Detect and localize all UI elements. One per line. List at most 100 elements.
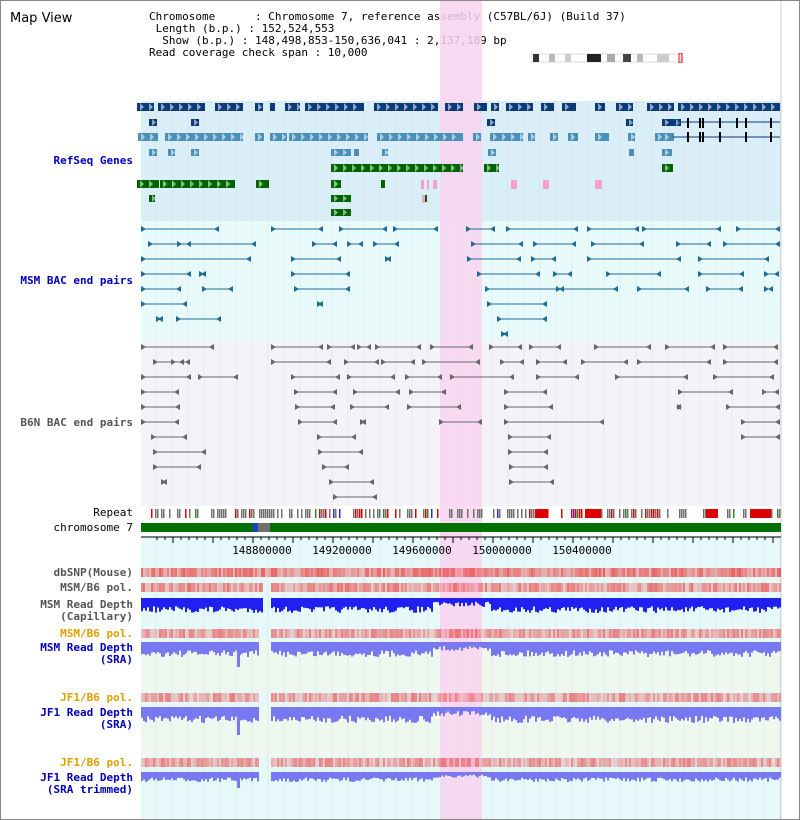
jf1-sra-depth-bar (397, 707, 399, 721)
jf1-sra-depth-bar (207, 707, 209, 718)
jf1-b6-pol-trim-heat (369, 758, 371, 767)
jf1-trim-depth-bar (353, 772, 355, 782)
jf1-trim-depth-bar (431, 772, 433, 781)
jf1-b6-pol-heat (415, 693, 417, 702)
jf1-b6-pol-heat (207, 693, 209, 702)
msm-capillary-depth-bar (509, 598, 511, 613)
jf1-b6-pol-heat (431, 693, 433, 702)
repeat-element (547, 509, 549, 518)
jf1-b6-pol-heat (257, 693, 259, 702)
jf1-b6-pol-heat (511, 693, 513, 702)
msm-sra-depth-bar (661, 642, 663, 652)
b6n-bac-pair-end (441, 389, 446, 395)
msm-b6-pol-sra-heat (585, 629, 587, 638)
msm-b6-pol-heat (715, 583, 717, 592)
jf1-sra-depth-bar (401, 707, 403, 720)
jf1-trim-depth-bar (489, 772, 491, 778)
msm-b6-pol-sra-heat (675, 629, 677, 638)
jf1-trim-depth-bar (641, 772, 643, 778)
repeat-element (315, 509, 317, 518)
jf1-b6-pol-trim-heat (313, 758, 315, 767)
repeat-element (265, 509, 267, 518)
dbsnp-heat (295, 568, 297, 577)
msm-b6-pol-sra-heat (719, 629, 721, 638)
msm-b6-pol-sra-heat (747, 629, 749, 638)
b6n-bac-pair-end (375, 344, 380, 350)
msm-sra-depth-bar (173, 642, 175, 653)
jf1-sra-depth-bar (535, 707, 537, 722)
msm-sra-depth-bar (349, 642, 351, 655)
jf1-trim-depth-bar (417, 772, 419, 782)
jf1-b6-pol-heat (235, 693, 237, 702)
msm-b6-pol-sra-heat (507, 629, 509, 638)
jf1-sra-depth-bar (227, 707, 229, 721)
msm-bac-pair-end (294, 286, 299, 292)
msm-sra-depth-bar (717, 642, 719, 655)
msm-b6-pol-sra-heat (483, 629, 485, 638)
jf1-b6-pol-trim-heat (613, 758, 615, 767)
jf1-sra-depth-bar (461, 707, 463, 715)
msm-b6-pol-sra-heat (673, 629, 675, 638)
strand-arrow (317, 103, 321, 111)
jf1-sra-depth-bar (607, 707, 609, 723)
msm-sra-depth-bar (721, 642, 723, 653)
jf1-b6-pol-heat (471, 693, 473, 702)
strand-arrow (413, 103, 417, 111)
strand-arrow (665, 133, 669, 141)
jf1-trim-depth-bar (647, 772, 649, 778)
msm-capillary-depth-bar (767, 598, 769, 607)
jf1-sra-depth-bar (669, 707, 671, 717)
msm-b6-pol-sra-heat (475, 629, 477, 638)
jf1-b6-pol-heat (517, 693, 519, 702)
jf1-b6-pol-heat (423, 693, 425, 702)
msm-bac-pair-end (466, 226, 471, 232)
jf1-b6-pol-heat (285, 693, 287, 702)
msm-b6-pol-heat (321, 583, 323, 592)
exon-mark (719, 118, 721, 128)
dbsnp-heat (159, 568, 161, 577)
msm-capillary-depth-bar (289, 598, 291, 611)
msm-b6-pol-sra-heat (251, 629, 253, 638)
jf1-sra-depth-bar (215, 707, 217, 717)
msm-sra-depth-bar (369, 642, 371, 655)
msm-sra-depth-bar (637, 642, 639, 653)
jf1-b6-pol-heat (435, 693, 437, 702)
msm-b6-pol-heat (195, 583, 197, 592)
msm-b6-pol-heat (449, 583, 451, 592)
msm-b6-pol-sra-heat (407, 629, 409, 638)
dbsnp-heat (675, 568, 677, 577)
jf1-trim-depth-bar (663, 772, 665, 780)
b6n-bac-pair-end (174, 419, 179, 425)
repeat-element (353, 509, 355, 518)
repeat-element (733, 509, 735, 518)
jf1-b6-pol-heat (223, 693, 225, 702)
dbsnp-heat (667, 568, 669, 577)
gene-feature (616, 103, 633, 111)
b6n-bac-pair-end (775, 419, 780, 425)
jf1-trim-depth-bar (705, 772, 707, 780)
msm-bac-pair-end (141, 301, 146, 307)
jf1-trim-depth-bar (247, 772, 249, 779)
msm-sra-depth-bar (367, 642, 369, 655)
msm-capillary-depth-bar (353, 598, 355, 608)
dbsnp-heat (445, 568, 447, 577)
jf1-trim-depth-bar (409, 772, 411, 778)
strand-arrow (335, 103, 339, 111)
msm-capillary-depth-bar (151, 598, 153, 612)
msm-sra-depth-bar (141, 642, 143, 655)
msm-b6-pol-heat (539, 583, 541, 592)
jf1-trim-depth-bar (693, 772, 695, 782)
strand-arrow (334, 180, 338, 188)
jf1-trim-depth-bar (621, 772, 623, 781)
jf1-sra-depth-bar (591, 707, 593, 720)
jf1-b6-pol-trim-heat (647, 758, 649, 767)
jf1-b6-pol-heat (459, 693, 461, 702)
b6n-bac-pair-end (456, 404, 461, 410)
chromosome-ideogram[interactable] (531, 53, 683, 63)
msm-b6-pol-sra-heat (397, 629, 399, 638)
msm-sra-depth-bar (585, 642, 587, 655)
msm-b6-pol-heat (411, 583, 413, 592)
msm-sra-depth-bar (665, 642, 667, 652)
msm-b6-pol-sra-heat (205, 629, 207, 638)
